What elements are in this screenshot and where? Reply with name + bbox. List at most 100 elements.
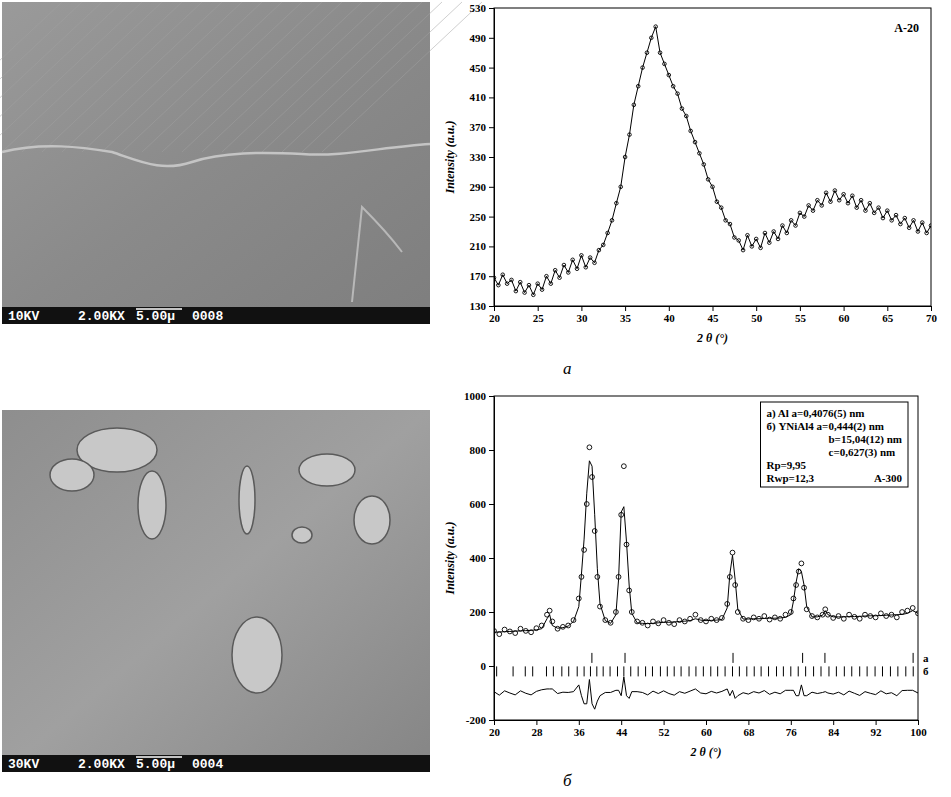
reflection-tick [905, 666, 906, 676]
data-point [601, 243, 605, 247]
y-axis-tick-label: 1000 [464, 390, 487, 402]
data-point [920, 221, 924, 225]
data-point [684, 114, 688, 118]
x-axis-tick: 30 [576, 306, 588, 324]
data-point [724, 219, 728, 223]
data-point [523, 291, 527, 295]
data-point [501, 273, 505, 277]
plot-frame [494, 396, 918, 720]
annotation-text: a) Al a=0,4076(5) nm [767, 407, 865, 420]
sem-caption: 0004 [192, 757, 223, 772]
x-axis-tick-mark [625, 306, 626, 311]
x-axis-tick-mark [706, 720, 707, 725]
reflection-label: а [923, 652, 929, 664]
reflection-tick [746, 666, 747, 676]
y-axis-tick-mark [489, 127, 494, 128]
data-point [494, 276, 496, 280]
data-point [693, 140, 697, 144]
sem-caption: 2.00KX [78, 309, 125, 324]
x-axis-tick: 68 [743, 720, 755, 738]
data-point [859, 198, 863, 202]
sem-caption: 10KV [8, 309, 39, 324]
data-point [704, 619, 709, 624]
x-axis-tick-mark [713, 306, 714, 311]
x-axis-tick: 76 [786, 720, 798, 738]
sem-streak [242, 2, 402, 152]
reflection-tick [768, 666, 769, 676]
data-point [547, 608, 552, 613]
data-point [785, 231, 789, 235]
data-point [654, 25, 658, 29]
reflection-tick [813, 666, 814, 676]
reflection-tick [674, 666, 675, 676]
data-point [910, 606, 915, 611]
y-axis-tick-mark [489, 612, 494, 613]
reflection-label: б [923, 665, 929, 677]
x-axis-tick: 25 [533, 306, 545, 324]
sem-streak [42, 2, 202, 152]
x-axis-tick: 50 [751, 306, 763, 324]
reflection-tick [836, 666, 837, 676]
x-axis-tick-mark [833, 720, 834, 725]
reflection-tick [591, 653, 592, 663]
y-axis-tick-mark [489, 38, 494, 39]
reflection-tick [496, 666, 497, 676]
x-axis-tick-mark [536, 720, 537, 725]
reflection-tick [577, 666, 578, 676]
data-point [621, 464, 626, 469]
reflection-tick [828, 666, 829, 676]
series-line [494, 677, 918, 709]
x-axis-tick-label: 30 [576, 312, 588, 324]
sem-edge [352, 207, 402, 302]
data-point [890, 219, 894, 223]
y-axis-tick-label: 450 [470, 62, 487, 74]
reflection-tick [733, 653, 734, 663]
sem-caption: 5.00µ [136, 757, 175, 772]
data-point [772, 230, 776, 234]
y-axis-tick: 0 [481, 660, 495, 672]
y-axis-line [489, 397, 495, 721]
plot-area [494, 25, 931, 297]
annotation-frame [761, 402, 909, 487]
chart-title: A-300 [874, 472, 903, 484]
x-axis-tick-mark [931, 306, 932, 311]
x-axis-tick-label: 76 [786, 726, 798, 738]
y-axis-tick-mark [489, 97, 494, 98]
y-axis-tick-label: 200 [470, 606, 487, 618]
data-point [711, 185, 715, 189]
data-point [584, 265, 588, 269]
sem-background [2, 410, 430, 772]
sem-caption-strip [2, 307, 430, 324]
data-point [497, 283, 501, 287]
sem-image: 30KV2.00KX5.00µ0004 [2, 410, 430, 772]
sem-streak [202, 2, 362, 152]
y-axis-tick: 400 [470, 552, 495, 564]
data-point [733, 236, 737, 240]
sem-streak [322, 2, 482, 152]
reflection-tick [761, 666, 762, 676]
x-axis-tick-mark [621, 720, 622, 725]
data-point [667, 73, 671, 77]
plot-frame [494, 8, 931, 306]
x-axis-title: 2 θ (°) [696, 331, 728, 345]
reflection-tick [913, 666, 914, 676]
sem-texture [50, 428, 390, 693]
data-point [558, 276, 562, 280]
x-axis-tick-label: 45 [708, 312, 720, 324]
data-point [518, 280, 522, 284]
sem-caption-strip [2, 755, 430, 772]
data-point [663, 62, 667, 66]
x-axis-tick: 92 [871, 720, 883, 738]
y-axis-tick-label: 170 [470, 270, 487, 282]
data-point [778, 616, 783, 621]
y-axis-tick-label: 410 [470, 91, 487, 103]
data-point [706, 178, 710, 182]
data-point [741, 248, 745, 252]
data-point [693, 612, 698, 617]
x-axis-tick-label: 55 [795, 312, 807, 324]
reflection-tick [890, 666, 891, 676]
x-axis-tick: 20 [489, 306, 501, 324]
data-point [606, 231, 610, 235]
sem-scale-bar [136, 756, 182, 758]
y-axis-tick: 210 [470, 240, 495, 252]
